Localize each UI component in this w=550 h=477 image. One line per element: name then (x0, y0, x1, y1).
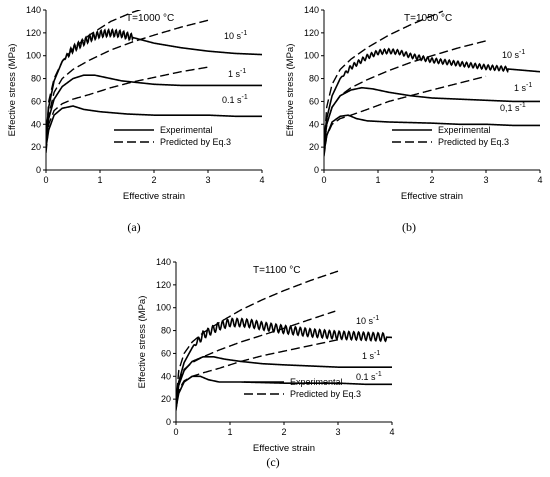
y-tick-label: 20 (161, 394, 171, 404)
y-tick-label: 100 (304, 51, 319, 61)
legend-label-predicted: Predicted by Eq.3 (290, 389, 361, 399)
y-axis-label: Effective stress (MPa) (285, 44, 296, 137)
x-tick-label: 2 (281, 427, 286, 437)
y-tick-label: 140 (156, 257, 171, 267)
y-tick-label: 60 (31, 96, 41, 106)
temperature-label: T=1000 °C (126, 13, 174, 24)
panel-caption: (a) (127, 220, 140, 234)
experimental-curve (176, 356, 392, 405)
x-axis-label: Effective strain (401, 191, 463, 202)
y-tick-label: 140 (304, 5, 319, 15)
y-tick-label: 20 (309, 142, 319, 152)
y-tick-label: 100 (26, 51, 41, 61)
y-tick-label: 20 (31, 142, 41, 152)
x-tick-label: 3 (483, 175, 488, 185)
x-tick-label: 1 (375, 175, 380, 185)
y-tick-label: 100 (156, 303, 171, 313)
strain-rate-label: 10 s-1 (224, 30, 247, 41)
legend-label-predicted: Predicted by Eq.3 (438, 137, 509, 147)
y-tick-label: 40 (161, 371, 171, 381)
predicted-curve (46, 19, 209, 148)
x-axis-label: Effective strain (253, 443, 315, 454)
chart-panel: 0 20 40 60 80 100 120 140 0 1 2 3 4 Effective strain E… (285, 5, 543, 234)
y-tick-label: 0 (166, 417, 171, 427)
y-tick-label: 120 (26, 28, 41, 38)
y-tick-label: 40 (309, 119, 319, 129)
y-tick-label: 0 (36, 165, 41, 175)
legend-label-experimental: Experimental (290, 377, 343, 387)
y-tick-label: 120 (304, 28, 319, 38)
strain-rate-label: 10 s-1 (502, 49, 525, 60)
predicted-curve (176, 310, 336, 409)
y-tick-label: 60 (309, 96, 319, 106)
y-axis-label: Effective stress (MPa) (7, 44, 18, 137)
y-tick-label: 0 (314, 165, 319, 175)
x-tick-label: 3 (335, 427, 340, 437)
strain-rate-label: 10 s-1 (356, 315, 379, 326)
legend-label-predicted: Predicted by Eq.3 (160, 137, 231, 147)
predicted-curve (324, 75, 487, 157)
y-tick-label: 140 (26, 5, 41, 15)
experimental-curve (324, 114, 540, 153)
x-tick-label: 0 (321, 175, 326, 185)
experimental-curve (324, 86, 540, 148)
x-tick-label: 4 (259, 175, 264, 185)
y-tick-label: 80 (161, 326, 171, 336)
strain-rate-label: 0,1 s-1 (500, 102, 526, 113)
strain-rate-label: 0.1 s-1 (356, 371, 382, 382)
predicted-curve (324, 10, 444, 148)
panel-caption: (c) (266, 455, 279, 469)
x-tick-label: 4 (537, 175, 542, 185)
y-axis-label: Effective stress (MPa) (137, 296, 148, 389)
x-tick-label: 0 (43, 175, 48, 185)
x-axis-label: Effective strain (123, 191, 185, 202)
legend-label-experimental: Experimental (160, 125, 213, 135)
y-tick-label: 120 (156, 280, 171, 290)
strain-rate-label: 1 s-1 (514, 82, 532, 93)
y-tick-label: 60 (161, 348, 171, 358)
strain-rate-label: 0.1 s-1 (222, 94, 248, 105)
experimental-curve (176, 375, 392, 409)
predicted-curve (176, 270, 339, 405)
x-tick-label: 2 (429, 175, 434, 185)
y-tick-label: 80 (309, 74, 319, 84)
temperature-label: T=1050 °C (404, 13, 452, 24)
experimental-curve (46, 27, 262, 136)
temperature-label: T=1100 °C (253, 265, 300, 276)
x-tick-label: 4 (389, 427, 394, 437)
predicted-curve (46, 10, 142, 142)
predicted-curve (324, 40, 487, 153)
strain-rate-label: 1 s-1 (362, 350, 380, 361)
x-tick-label: 1 (97, 175, 102, 185)
experimental-curve (324, 47, 540, 142)
x-tick-label: 2 (151, 175, 156, 185)
panel-caption: (b) (402, 220, 416, 234)
strain-rate-label: 1 s-1 (228, 68, 246, 79)
chart-panel: 0 20 40 60 80 100 120 140 0 1 2 3 4 Effective strain E… (137, 257, 395, 469)
x-tick-label: 3 (205, 175, 210, 185)
y-tick-label: 80 (31, 74, 41, 84)
x-tick-label: 1 (227, 427, 232, 437)
experimental-curve (46, 74, 262, 142)
predicted-curve (46, 66, 209, 153)
experimental-curve (46, 105, 262, 148)
legend-label-experimental: Experimental (438, 125, 491, 135)
x-tick-label: 0 (173, 427, 178, 437)
experimental-curve (176, 317, 392, 400)
predicted-curve (176, 339, 339, 411)
chart-panel: 0 20 40 60 80 100 120 140 0 1 2 3 4 Effective strain E… (7, 5, 265, 234)
y-tick-label: 40 (31, 119, 41, 129)
